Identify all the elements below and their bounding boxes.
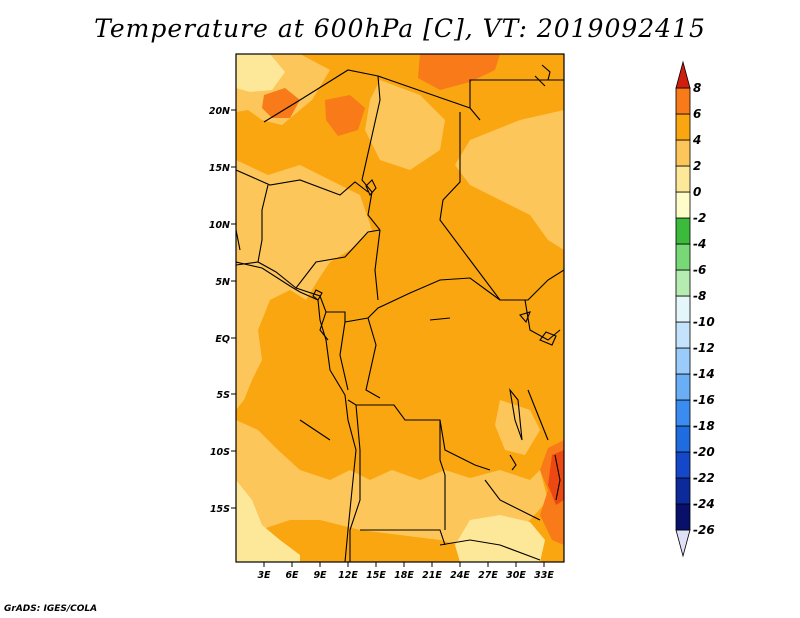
- colorbar-swatch: [675, 373, 691, 401]
- longitude-axis: 3E 6E 9E 12E 15E 18E 21E 24E 27E 30E 33E: [257, 562, 554, 581]
- lat-label: 15N: [209, 163, 230, 174]
- colorbar-swatch: [675, 399, 691, 427]
- lon-label: 21E: [422, 570, 442, 581]
- lon-label: 30E: [506, 570, 526, 581]
- contour-m2-0-se: [455, 515, 545, 562]
- colorbar-swatch: [675, 477, 691, 505]
- latitude-axis: 20N 15N 10N 5N EQ 5S 10S 15S: [209, 106, 236, 515]
- colorbar-label: 4: [692, 133, 701, 147]
- colorbar-swatch: [675, 87, 691, 115]
- colorbar-swatch: [675, 269, 691, 297]
- credit-label: GrADS: IGES/COLA: [4, 604, 98, 614]
- contour-4-6-north-1: [262, 88, 300, 118]
- contour-4-6-north-3: [418, 54, 500, 90]
- colorbar-label: 0: [693, 185, 701, 199]
- lat-label: 20N: [209, 106, 230, 117]
- colorbar-swatch: [675, 503, 691, 531]
- contour-0-2-ne: [455, 110, 564, 250]
- colorbar-label: -12: [693, 341, 715, 355]
- contour-4-6-north-2: [325, 95, 365, 136]
- colorbar-swatch: [675, 165, 691, 193]
- colorbar-label: 6: [693, 107, 701, 121]
- lon-label: 3E: [257, 570, 271, 581]
- country-borders: [236, 69, 564, 562]
- colorbar-swatch: [675, 347, 691, 375]
- lon-label: 6E: [285, 570, 299, 581]
- lon-label: 12E: [338, 570, 358, 581]
- colorbar-label: -26: [693, 523, 715, 537]
- colorbar-swatch: [675, 139, 691, 167]
- colorbar-label: -4: [693, 237, 706, 251]
- colorbar-upper-arrow: [675, 60, 691, 89]
- map-title: Temperature at 600hPa [C], VT: 201909241…: [94, 14, 706, 43]
- colorbar: 8 6 4 2 0 -2 -4 -6 -8 -10 -12 -14 -16 -18 -20 -22 -24 -26: [675, 60, 715, 558]
- colorbar-label: -14: [693, 367, 715, 381]
- colorbar-label: -24: [693, 497, 715, 511]
- lat-label: EQ: [215, 334, 230, 345]
- colorbar-swatch: [675, 295, 691, 323]
- colorbar-swatch: [675, 243, 691, 271]
- lat-label: 10N: [209, 220, 230, 231]
- colorbar-label: -2: [693, 211, 706, 225]
- colorbar-swatch: [675, 321, 691, 349]
- lon-label: 27E: [478, 570, 498, 581]
- colorbar-label: 2: [693, 159, 701, 173]
- coastlines: [236, 64, 561, 562]
- colorbar-swatch: [675, 191, 691, 219]
- lon-label: 33E: [534, 570, 554, 581]
- contour-0-2-west: [236, 160, 372, 410]
- lon-label: 15E: [366, 570, 386, 581]
- map-frame: [235, 53, 565, 563]
- temperature-field: [236, 54, 564, 562]
- contour-m2-0-north: [236, 54, 285, 92]
- colorbar-label: -18: [693, 419, 715, 433]
- colorbar-label: -8: [693, 289, 706, 303]
- contour-0-2-sahel: [365, 80, 445, 170]
- colorbar-lower-arrow: [675, 529, 691, 558]
- colorbar-swatch: [675, 425, 691, 453]
- colorbar-label: -22: [693, 471, 715, 485]
- lat-label: 15S: [210, 504, 230, 515]
- lon-label: 18E: [394, 570, 414, 581]
- lat-label: 5N: [215, 277, 230, 288]
- colorbar-label: 8: [693, 81, 701, 95]
- contour-6-8-east: [548, 450, 564, 505]
- lon-label: 9E: [313, 570, 327, 581]
- contour-0-2-southwest: [236, 420, 548, 548]
- colorbar-label: -6: [693, 263, 706, 277]
- colorbar-swatch: [675, 451, 691, 479]
- colorbar-label: -16: [693, 393, 715, 407]
- lat-label: 10S: [210, 447, 230, 458]
- lat-label: 5S: [217, 390, 231, 401]
- lon-label: 24E: [450, 570, 470, 581]
- colorbar-swatch: [675, 217, 691, 245]
- colorbar-label: -20: [693, 445, 715, 459]
- colorbar-label: -10: [693, 315, 715, 329]
- contour-m2-0-sw: [236, 480, 300, 562]
- colorbar-swatch: [675, 113, 691, 141]
